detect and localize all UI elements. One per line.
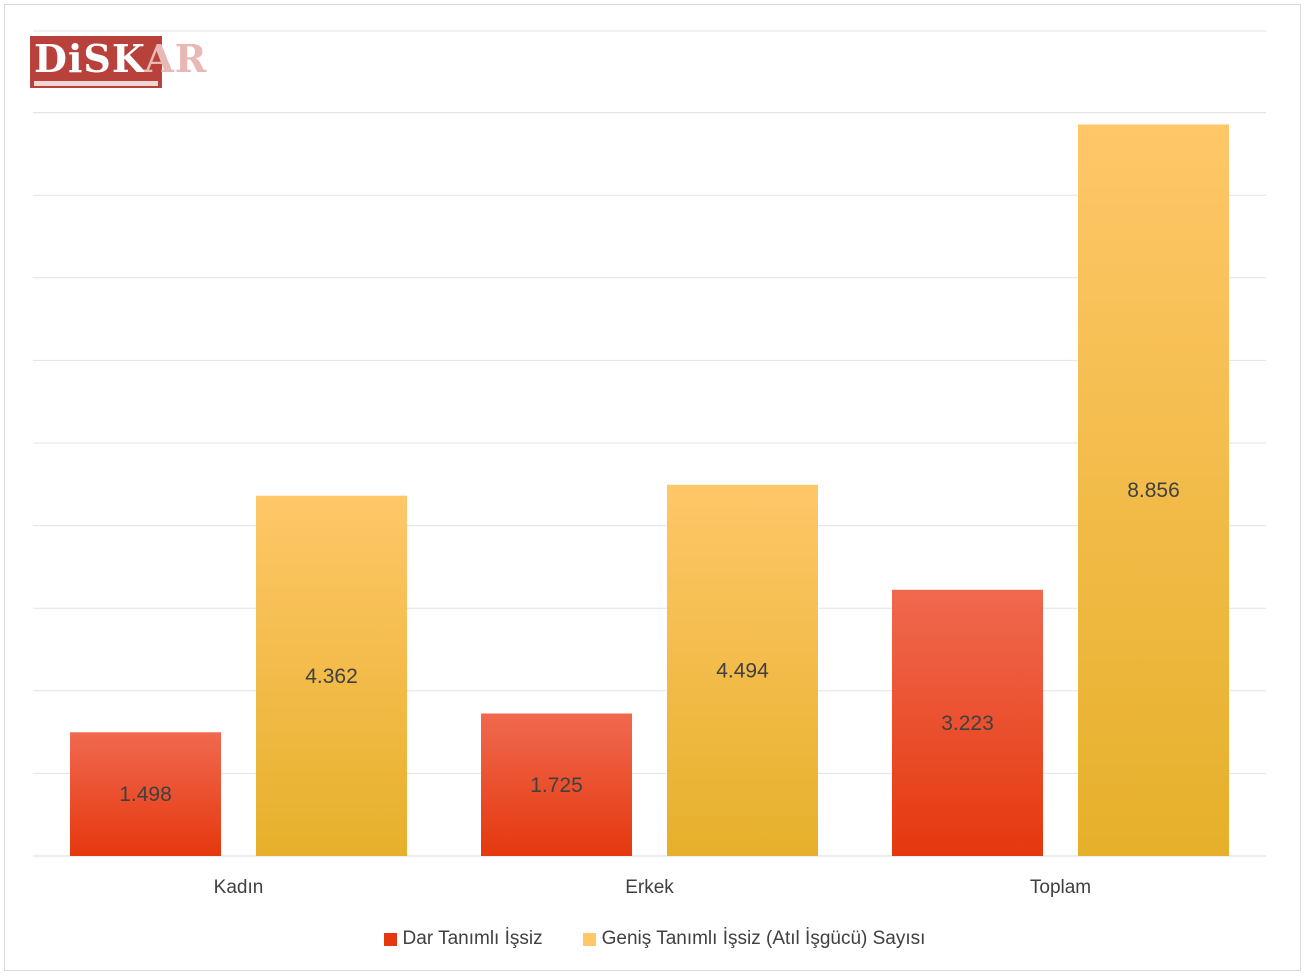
bar-genis-0	[256, 495, 407, 856]
logo-tagline	[34, 81, 158, 86]
bar-genis-2	[1078, 124, 1229, 857]
data-label: 1.498	[119, 783, 172, 806]
data-label: 8.856	[1127, 479, 1180, 502]
legend-label-dar: Dar Tanımlı İşsiz	[402, 928, 543, 949]
chart-legend: Dar Tanımlı İşsiz Geniş Tanımlı İşsiz (A…	[0, 928, 1309, 950]
data-label: 4.494	[716, 659, 769, 682]
x-tick-label: Kadın	[214, 877, 264, 898]
legend-label-genis: Geniş Tanımlı İşsiz (Atıl İşgücü) Sayısı	[601, 928, 926, 949]
bar-dar-0	[70, 732, 221, 856]
legend-swatch-dar	[383, 932, 397, 946]
bar-genis-1	[667, 484, 818, 856]
data-label: 3.223	[941, 712, 994, 735]
legend-item-genis: Geniş Tanımlı İşsiz (Atıl İşgücü) Sayısı	[582, 928, 926, 950]
x-tick-label: Toplam	[1030, 877, 1091, 898]
diskar-logo: DiSKAR	[30, 36, 206, 88]
legend-swatch-genis	[582, 932, 596, 946]
data-label: 4.362	[305, 665, 358, 688]
bar-dar-2	[892, 589, 1043, 856]
logo-wordmark: DiSKAR	[34, 36, 208, 81]
x-tick-label: Erkek	[625, 877, 674, 898]
data-label: 1.725	[530, 774, 583, 797]
bar-dar-1	[481, 713, 632, 856]
legend-item-dar: Dar Tanımlı İşsiz	[383, 928, 543, 950]
